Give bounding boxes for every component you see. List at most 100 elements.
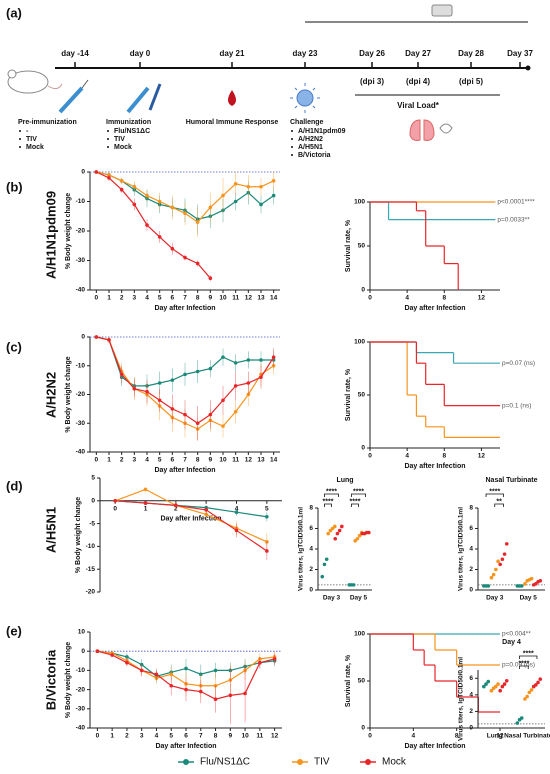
data-point [324, 557, 329, 562]
data-point [326, 531, 331, 536]
data-point [357, 533, 362, 538]
x-axis-label: Day after Infection [154, 467, 215, 474]
x-tick-label: 4 [145, 295, 149, 302]
group-item: A/H2N2 [298, 136, 323, 143]
bullet [19, 146, 21, 148]
x-tick-label: 4 [145, 457, 149, 464]
data-point [515, 721, 520, 725]
x-tick-label: 4 [405, 453, 409, 460]
data-point [246, 358, 251, 362]
data-point [355, 536, 360, 541]
x-tick-label: Nasal Turbinate [504, 733, 550, 740]
x-tick-label: 9 [209, 457, 213, 464]
y-tick-label: 50 [358, 392, 366, 399]
y-tick-label: -10 [76, 667, 86, 674]
data-point [233, 384, 238, 388]
data-point [233, 361, 238, 365]
significance-label: **** [326, 488, 337, 495]
group-item: B/Victoria [298, 152, 331, 159]
x-tick-label: 0 [113, 506, 117, 513]
data-point [145, 193, 149, 198]
y-tick-label: 100 [354, 339, 365, 346]
x-tick-label: 2 [120, 457, 124, 464]
chart-title: Nasal Turbinate [486, 477, 538, 484]
data-point [145, 389, 149, 394]
x-tick-label: 12 [496, 733, 504, 740]
data-point [502, 682, 507, 686]
data-point [272, 657, 277, 661]
data-point [271, 179, 276, 183]
x-tick-label: 8 [442, 453, 446, 460]
data-point [157, 235, 162, 239]
significance-bracket [351, 503, 359, 507]
bullet [19, 138, 21, 140]
y-axis-label: % Body weight change [65, 193, 72, 269]
legend-label: Flu/NS1ΔC [200, 757, 250, 768]
y-tick-label: -10 [86, 543, 96, 550]
y-tick-label: -10 [76, 198, 86, 205]
data-point [496, 682, 500, 686]
data-point [143, 501, 148, 505]
y-tick-label: -40 [76, 449, 86, 456]
data-point [119, 179, 124, 183]
y-tick-label: 0 [361, 287, 365, 294]
data-point [195, 421, 200, 426]
x-axis-label: Day after Infection [404, 743, 465, 750]
mouse-icon [7, 69, 63, 94]
dpi-label: (dpi 5) [459, 77, 483, 86]
y-tick-label: 0 [81, 169, 85, 176]
y-tick-label: 6 [469, 525, 473, 532]
x-tick-label: 5 [158, 457, 162, 464]
x-tick-label: 3 [133, 457, 137, 464]
y-tick-label: 2 [469, 708, 473, 715]
data-point [174, 503, 178, 508]
bullet [107, 138, 109, 140]
x-tick-label: 8 [196, 295, 200, 302]
data-point [322, 562, 327, 567]
day-label: Day 28 [458, 49, 484, 58]
data-point [491, 572, 496, 577]
data-point [538, 677, 543, 681]
data-point [500, 557, 505, 562]
y-tick-label: 0 [361, 445, 365, 452]
data-point [494, 567, 498, 572]
x-tick-label: 9 [228, 733, 232, 740]
significance-bracket [351, 493, 366, 497]
x-tick-label: 2 [125, 733, 129, 740]
series-line [96, 171, 211, 279]
x-tick-label: 4 [155, 733, 159, 740]
y-axis-label: Survival rate, % [345, 219, 352, 272]
data-point [157, 381, 162, 385]
y-tick-label: 2 [309, 566, 313, 573]
data-point [234, 510, 239, 514]
panel-label: (b) [6, 179, 23, 194]
day-label: Day 37 [507, 49, 533, 58]
data-point [259, 375, 263, 380]
data-point [489, 575, 494, 580]
y-tick-label: 50 [358, 678, 366, 685]
y-tick-label: 0 [91, 498, 95, 505]
x-tick-label: 8 [196, 457, 200, 464]
data-point [482, 684, 486, 689]
legend: Flu/NS1ΔC TIV Mock [178, 757, 407, 768]
y-tick-label: 4 [469, 546, 473, 553]
y-tick-label: -20 [86, 589, 96, 596]
data-point [132, 184, 137, 189]
x-tick-label: 8 [442, 295, 446, 302]
data-point [119, 187, 124, 192]
y-tick-label: 8 [309, 505, 313, 512]
data-point [94, 335, 99, 339]
x-axis-label: Day after Infection [160, 516, 221, 523]
x-tick-label: 5 [158, 295, 162, 302]
bullet [107, 130, 109, 132]
x-tick-label: 0 [368, 733, 372, 740]
data-point [504, 542, 509, 546]
data-point [484, 682, 488, 686]
data-point [536, 680, 540, 685]
data-point [170, 246, 175, 251]
data-point [184, 666, 188, 671]
x-tick-label: 1 [107, 457, 111, 464]
bullet [291, 130, 293, 132]
y-axis-label: % Body weight change [65, 356, 72, 432]
syringe-icon [58, 79, 162, 114]
